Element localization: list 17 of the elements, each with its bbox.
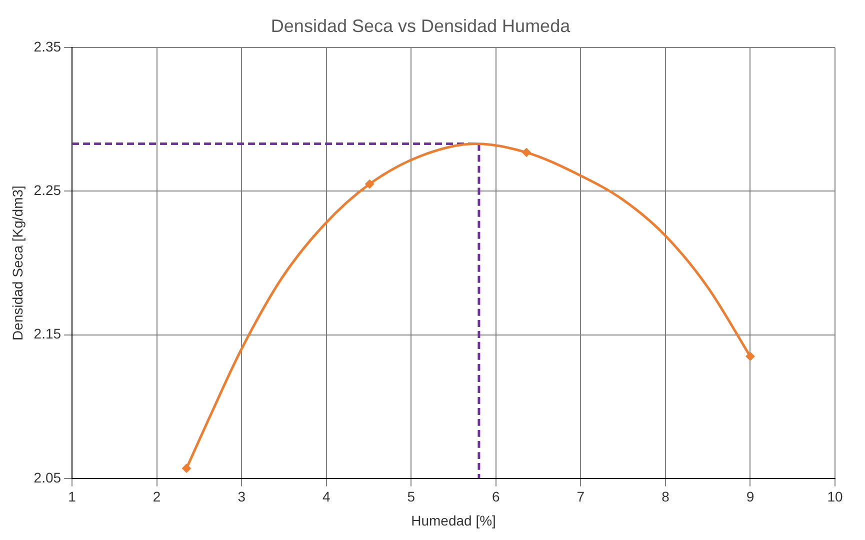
x-tick-label: 5 (407, 488, 416, 505)
x-tick-label: 8 (662, 488, 670, 505)
y-axis-title: Densidad Seca [Kg/dm3] (9, 186, 26, 340)
x-tick-label: 4 (322, 488, 330, 505)
x-tick-label: 1 (68, 488, 76, 505)
x-tick-label: 6 (492, 488, 500, 505)
x-tick-label: 9 (746, 488, 754, 505)
x-tick-label: 10 (827, 488, 843, 505)
x-tick-label: 3 (238, 488, 246, 505)
y-tick-label: 2.05 (34, 469, 62, 486)
y-tick-label: 2.15 (34, 326, 62, 342)
x-axis-title: Humedad [%] (411, 512, 496, 528)
chart-title: Densidad Seca vs Densidad Humeda (270, 16, 572, 36)
y-tick-label: 2.25 (34, 182, 62, 198)
x-tick-label: 2 (152, 488, 161, 505)
x-tick-label: 7 (576, 488, 585, 505)
y-tick-label: 2.35 (34, 38, 62, 54)
